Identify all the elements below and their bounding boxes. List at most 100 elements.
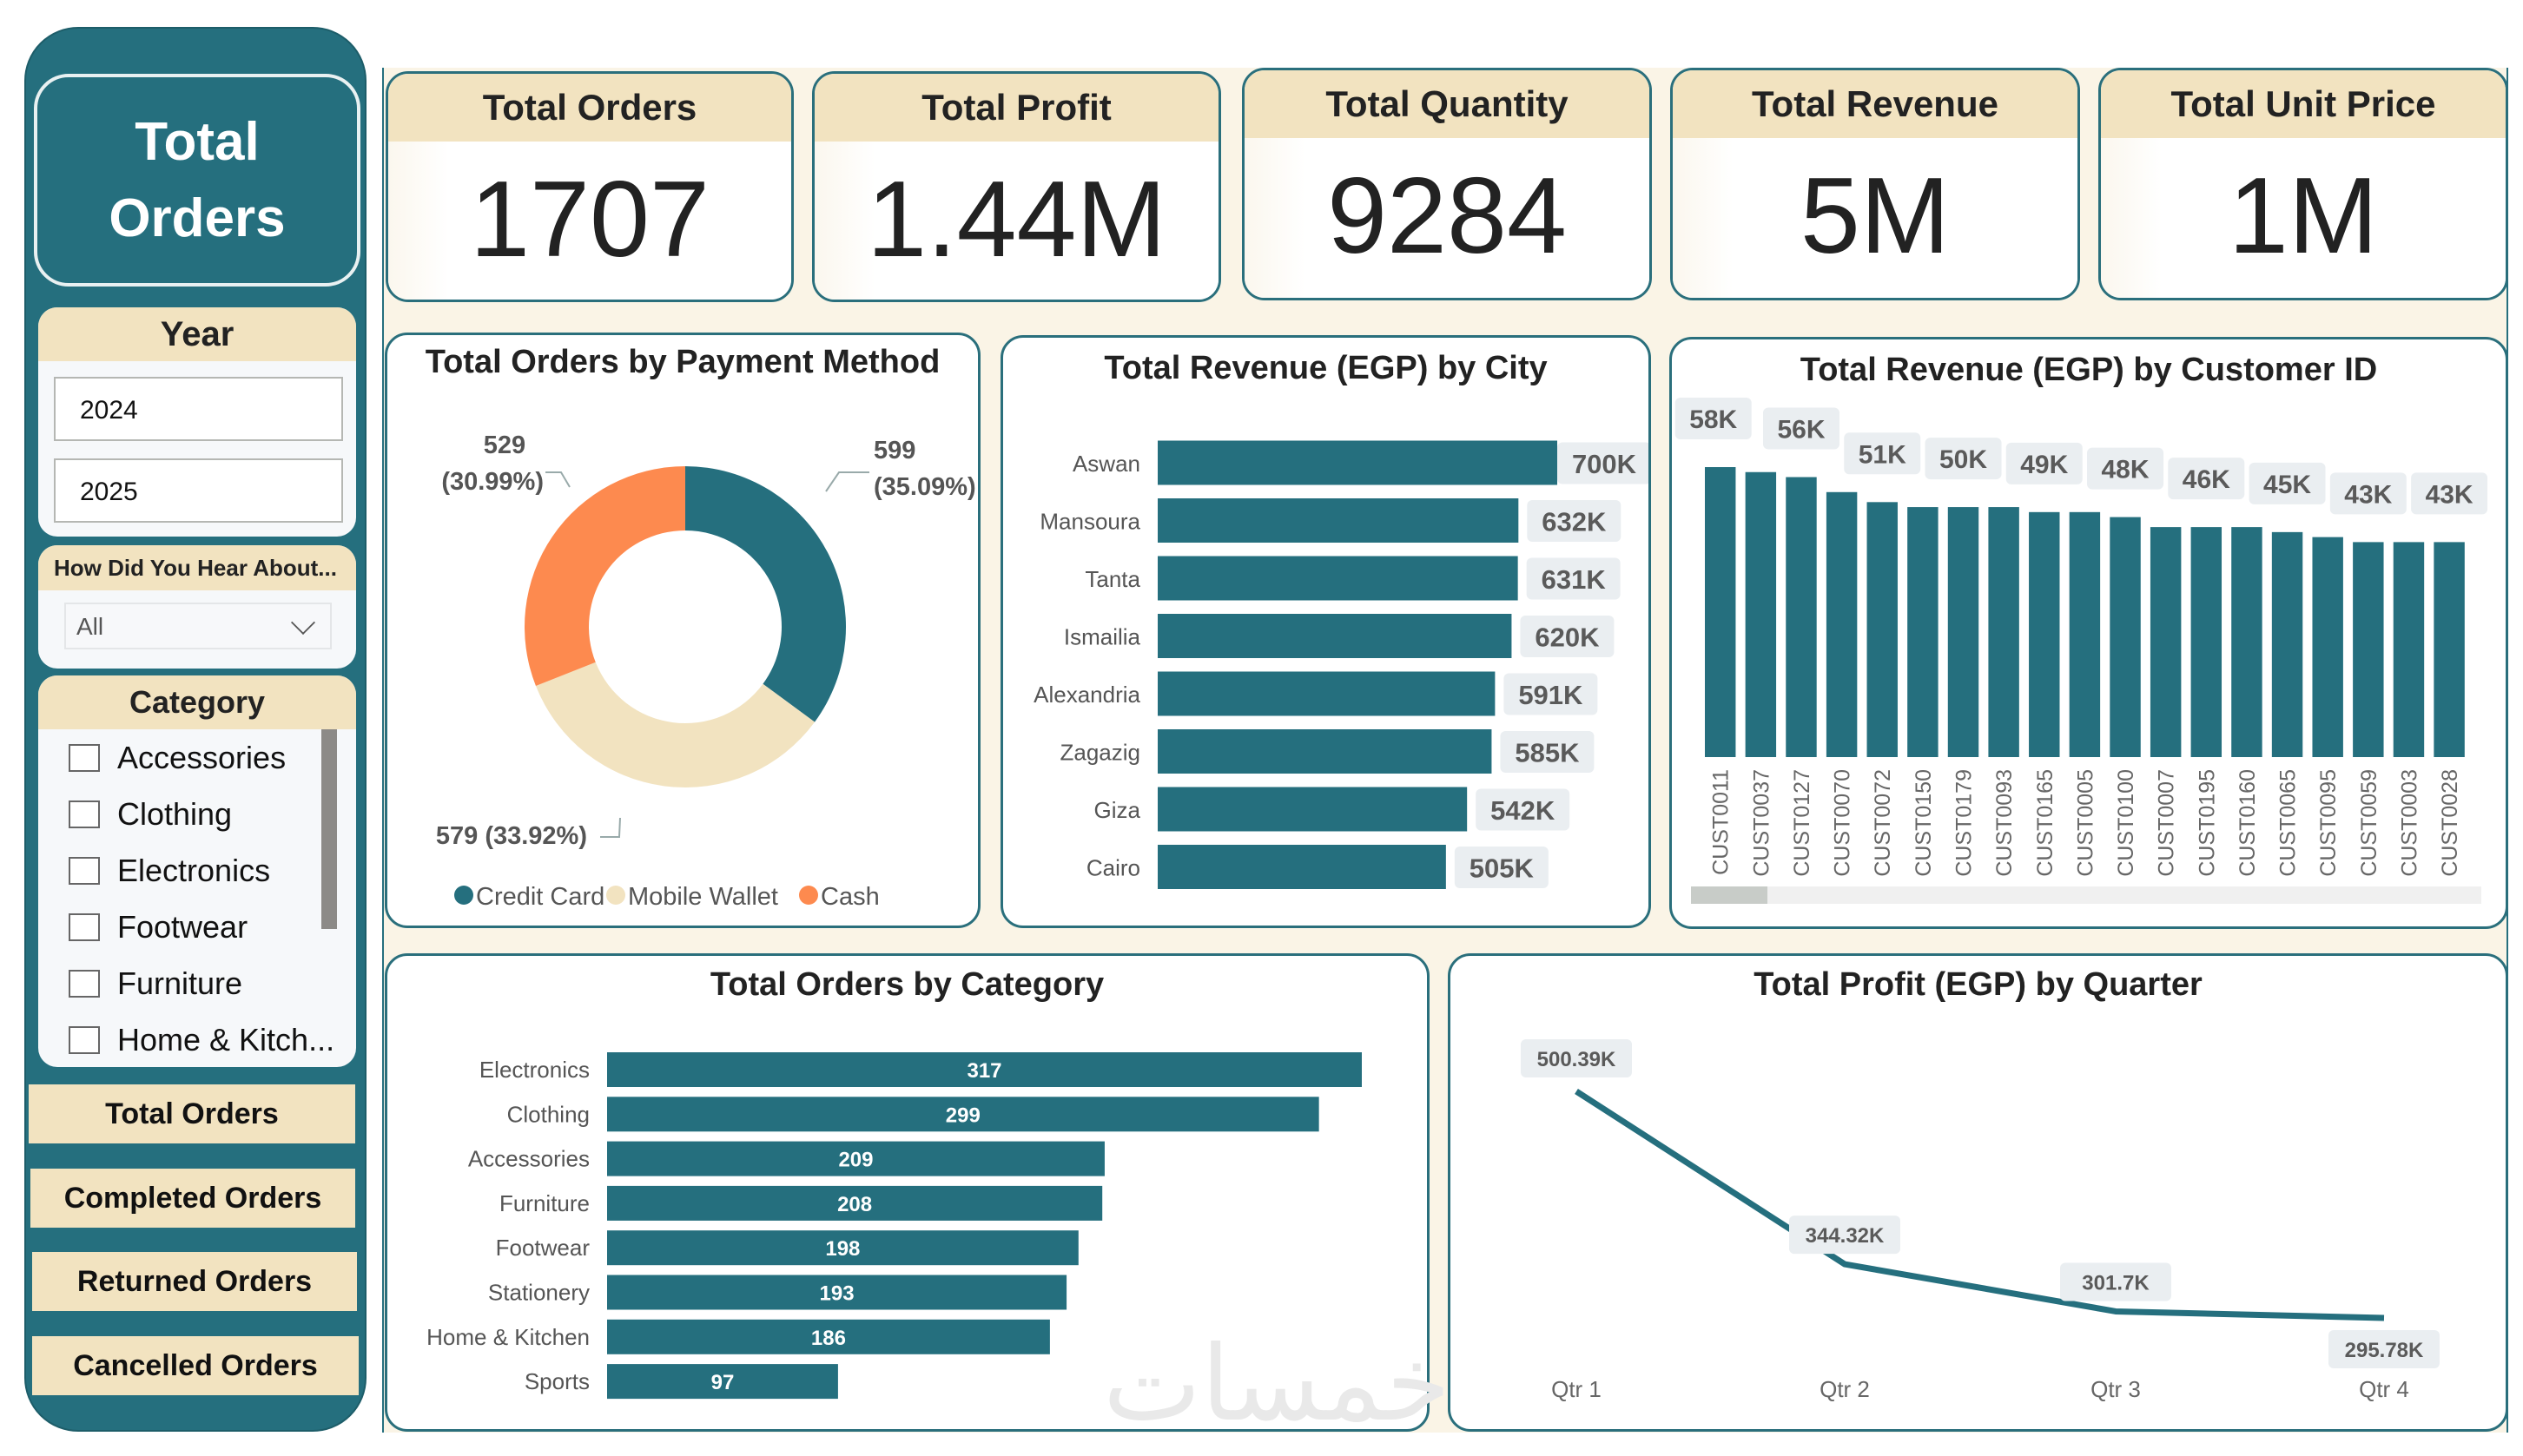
watermark-logo: خمسات [1103,1324,1451,1445]
axis-label: CUST0005 [2073,769,2097,877]
data-label-bg [1527,500,1621,542]
kpi-card-total-profit[interactable]: Total Profit 1.44M [812,71,1221,302]
checkbox[interactable] [69,857,100,885]
year-item-2024[interactable]: 2024 [54,377,343,441]
data-label-percent: (30.99%) [441,468,544,496]
axis-label: CUST0150 [1912,769,1936,877]
axis-label: CUST0100 [2114,769,2138,877]
total-orders-button[interactable]: Total Orders [29,1084,355,1143]
bar [2150,527,2182,757]
bar [1745,471,1777,757]
bar [607,1319,1050,1354]
bar [2190,527,2222,757]
category-label: Clothing [117,796,233,832]
legend-marker [454,886,473,905]
data-label-bg [1844,432,1921,475]
data-label: 49K [2020,451,2068,479]
chart-title: Total Orders by Category [710,966,1105,1003]
data-label: 45K [2263,471,2311,499]
checkbox[interactable] [69,744,100,772]
category-item-clothing[interactable]: Clothing [69,793,232,836]
axis-label: CUST0007 [2155,769,2179,877]
data-label: 56K [1777,416,1825,445]
kpi-label: Total Revenue [1673,70,2077,138]
axis-label: CUST0165 [2033,769,2057,877]
kpi-value: 1.44M [815,142,1219,300]
bar [1158,498,1519,543]
customer-bar-chart: CUST0011 58K CUST0037 CUST0127 56K CUST0070 CU… [1674,398,2488,904]
kpi-card-total-orders[interactable]: Total Orders 1707 [386,71,794,302]
data-label-bg [1674,398,1752,439]
category-item-furniture[interactable]: Furniture [69,962,242,1005]
data-label: 51K [1859,440,1906,469]
category-slicer-header: Category [38,675,356,729]
bar [1158,556,1518,601]
category-item-accessories[interactable]: Accessories [69,736,286,780]
data-label-percent: (35.09%) [874,473,976,501]
axis-label: Furniture [499,1190,590,1216]
bar [2029,511,2060,757]
axis-label: CUST0003 [2397,769,2421,877]
bar [2110,517,2141,757]
category-scrollbar[interactable] [321,729,337,929]
checkbox[interactable] [69,800,100,828]
data-label: 317 [967,1059,1001,1083]
data-label-bg [2328,1330,2440,1368]
completed-orders-button[interactable]: Completed Orders [30,1169,355,1228]
bar [1158,729,1492,774]
bar [1988,507,2019,757]
chart-title: Total Revenue (EGP) by City [1104,350,1548,386]
data-label-bg [2005,442,2083,484]
chart-title: Total Revenue (EGP) by Customer ID [1800,352,2378,388]
data-label: 500.39K [1537,1048,1616,1071]
scrollbar-thumb[interactable] [1691,886,1767,904]
axis-label: CUST0011 [1709,769,1734,875]
category-item-electronics[interactable]: Electronics [69,849,270,893]
bar [2312,537,2343,757]
legend-label: Credit Card [476,883,604,911]
data-label-bg [1557,442,1648,484]
year-slicer-header: Year [38,307,356,361]
data-label: 505K [1470,853,1535,884]
quarter-line-chart: 500.39K Qtr 1 344.32K Qtr 2 301.7K Qtr 3 295.7… [1521,1039,2440,1402]
payment-method-chart-card: Total Orders by Payment Method 599 (35.09… [385,333,981,928]
checkbox[interactable] [69,913,100,941]
checkbox[interactable] [69,1026,100,1054]
category-item-home-kitchen[interactable]: Home & Kitch... [69,1018,334,1062]
data-label: 579 (33.92%) [436,822,587,850]
data-label: 344.32K [1806,1224,1885,1248]
hear-slicer-header: How Did You Hear About... [38,545,356,590]
data-label: 631K [1542,564,1607,595]
returned-orders-button[interactable]: Returned Orders [32,1252,357,1311]
bar [1705,467,1736,757]
legend-label: Mobile Wallet [628,883,778,911]
data-label: 700K [1572,449,1637,479]
data-label: 591K [1518,680,1583,710]
data-label: 620K [1535,623,1600,653]
category-item-footwear[interactable]: Footwear [69,906,248,949]
city-revenue-chart-card: Total Revenue (EGP) by City Aswan 700K Man… [1001,335,1651,928]
city-bar-chart: Aswan 700K Mansoura 632K Tanta 631K Ismailia 62… [1034,440,1648,889]
customer-revenue-chart-card: Total Revenue (EGP) by Customer ID CUST0… [1669,337,2508,929]
kpi-card-total-revenue[interactable]: Total Revenue 5M [1670,68,2080,300]
category-label: Home & Kitch... [117,1022,335,1057]
legend-label: Cash [821,883,880,911]
checkbox[interactable] [69,970,100,998]
axis-label: Clothing [507,1101,590,1127]
bar [2271,531,2303,757]
axis-label: CUST0179 [1952,769,1977,877]
axis-label: Qtr 2 [1820,1376,1870,1402]
kpi-card-total-unit-price[interactable]: Total Unit Price 1M [2098,68,2508,300]
bar [2353,542,2384,757]
donut-chart: 599 (35.09%) 579 (33.92%) 529 (30.99%) Credit… [436,432,976,911]
year-item-2025[interactable]: 2025 [54,458,343,523]
kpi-card-total-quantity[interactable]: Total Quantity 9284 [1242,68,1652,300]
donut-slice-credit-card [685,466,846,722]
quarter-profit-chart-card: Total Profit (EGP) by Quarter 500.39K Qtr… [1448,953,2508,1432]
bar [607,1185,1103,1221]
data-label-bg [1526,557,1621,600]
bar [607,1052,1362,1087]
data-label-value: 529 [484,432,525,459]
cancelled-orders-button[interactable]: Cancelled Orders [32,1336,359,1395]
hear-dropdown[interactable]: All [64,603,332,649]
